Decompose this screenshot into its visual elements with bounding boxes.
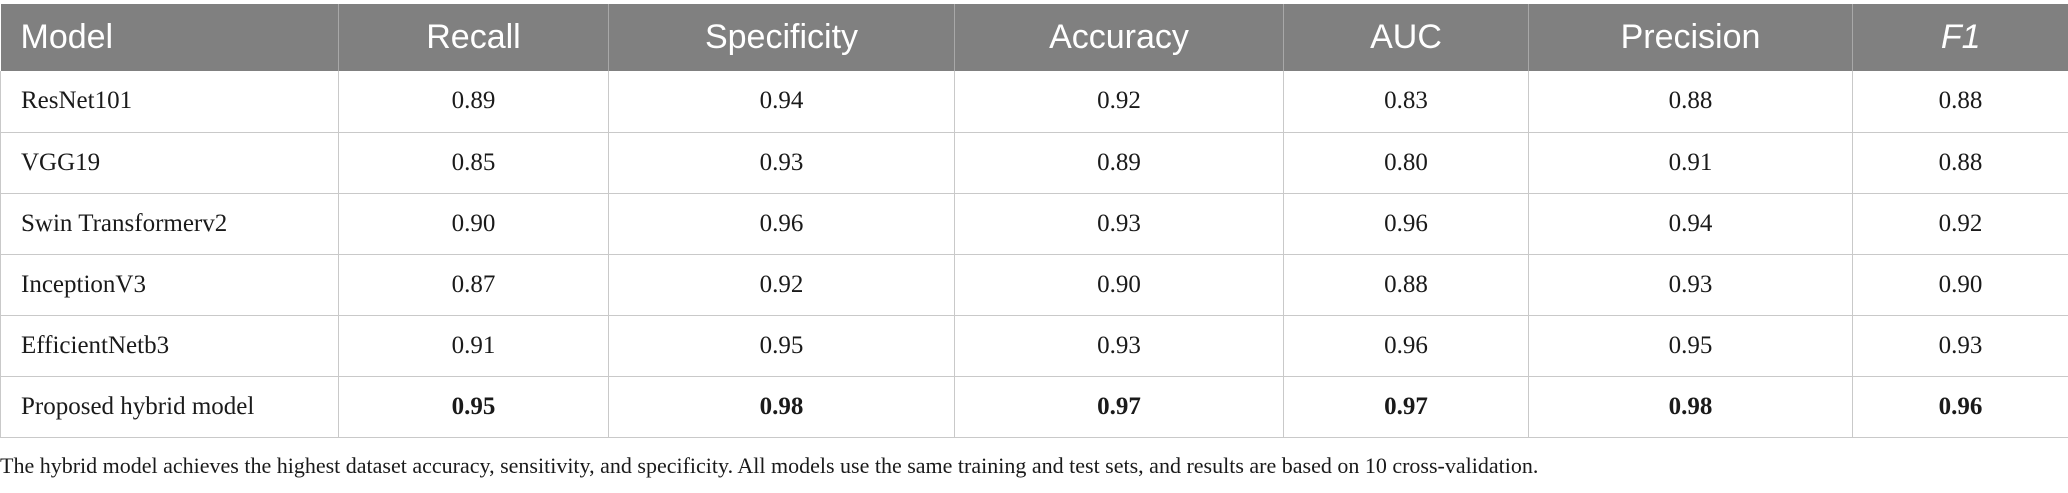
f1-cell: 0.88 (1852, 132, 2068, 193)
precision-cell: 0.94 (1528, 193, 1853, 254)
header-f1: F1 (1852, 4, 2068, 71)
auc-cell: 0.96 (1283, 315, 1529, 376)
accuracy-cell: 0.93 (954, 193, 1284, 254)
header-specificity: Specificity (608, 4, 955, 71)
header-model: Model (20, 18, 114, 56)
results-table-container: Model Recall Specificity Accuracy AUC Pr… (0, 4, 2068, 438)
specificity-cell: 0.94 (608, 71, 955, 132)
model-name-cell: VGG19 (0, 132, 339, 193)
auc-cell: 0.83 (1283, 71, 1529, 132)
f1-cell: 0.92 (1852, 193, 2068, 254)
model-name-cell: InceptionV3 (0, 254, 339, 315)
recall-cell: 0.85 (338, 132, 609, 193)
precision-cell: 0.88 (1528, 71, 1853, 132)
auc-cell: 0.88 (1283, 254, 1529, 315)
header-f1-label: F1 (1940, 18, 1981, 56)
model-name-cell: ResNet101 (0, 71, 339, 132)
specificity-cell: 0.92 (608, 254, 955, 315)
header-row: Model Recall Specificity Accuracy AUC Pr… (0, 4, 2068, 71)
specificity-cell: 0.96 (608, 193, 955, 254)
precision-cell: 0.93 (1528, 254, 1853, 315)
specificity-cell: 0.93 (608, 132, 955, 193)
table-row: EfficientNetb3 0.91 0.95 0.93 0.96 0.95 0.93 (0, 315, 2068, 376)
table-row: VGG19 0.85 0.93 0.89 0.80 0.91 0.88 (0, 132, 2068, 193)
auc-cell: 0.80 (1283, 132, 1529, 193)
recall-cell: 0.90 (338, 193, 609, 254)
table-row: ResNet101 0.89 0.94 0.92 0.83 0.88 0.88 (0, 71, 2068, 132)
header-recall: Recall (338, 4, 609, 71)
accuracy-cell: 0.92 (954, 71, 1284, 132)
recall-cell: 0.89 (338, 71, 609, 132)
precision-cell: 0.95 (1528, 315, 1853, 376)
header-auc: AUC (1283, 4, 1529, 71)
f1-cell: 0.93 (1852, 315, 2068, 376)
table-row: Swin Transformerv2 0.90 0.96 0.93 0.96 0.94 0.… (0, 193, 2068, 254)
f1-cell: 0.88 (1852, 71, 2068, 132)
table-footnote: The hybrid model achieves the highest da… (0, 453, 1539, 478)
header-accuracy: Accuracy (954, 4, 1284, 71)
recall-cell: 0.95 (338, 376, 609, 437)
specificity-cell: 0.95 (608, 315, 955, 376)
precision-cell: 0.98 (1528, 376, 1853, 437)
table-row: InceptionV3 0.87 0.92 0.90 0.88 0.93 0.90 (0, 254, 2068, 315)
accuracy-cell: 0.93 (954, 315, 1284, 376)
table-header: Model Recall Specificity Accuracy AUC Pr… (0, 4, 2068, 71)
header-precision: Precision (1528, 4, 1853, 71)
accuracy-cell: 0.89 (954, 132, 1284, 193)
recall-cell: 0.87 (338, 254, 609, 315)
model-name-cell: EfficientNetb3 (0, 315, 339, 376)
specificity-cell: 0.98 (608, 376, 955, 437)
table-body: ResNet101 0.89 0.94 0.92 0.83 0.88 0.88 VGG19 0.… (0, 71, 2068, 437)
table-row: Proposed hybrid model 0.95 0.98 0.97 0.97 0.9… (0, 376, 2068, 437)
accuracy-cell: 0.90 (954, 254, 1284, 315)
accuracy-cell: 0.97 (954, 376, 1284, 437)
model-name-cell: Proposed hybrid model (0, 376, 339, 437)
model-comparison-table: Model Recall Specificity Accuracy AUC Pr… (0, 4, 2068, 438)
f1-cell: 0.96 (1852, 376, 2068, 437)
model-name-cell: Swin Transformerv2 (0, 193, 339, 254)
precision-cell: 0.91 (1528, 132, 1853, 193)
auc-cell: 0.97 (1283, 376, 1529, 437)
recall-cell: 0.91 (338, 315, 609, 376)
auc-cell: 0.96 (1283, 193, 1529, 254)
f1-cell: 0.90 (1852, 254, 2068, 315)
